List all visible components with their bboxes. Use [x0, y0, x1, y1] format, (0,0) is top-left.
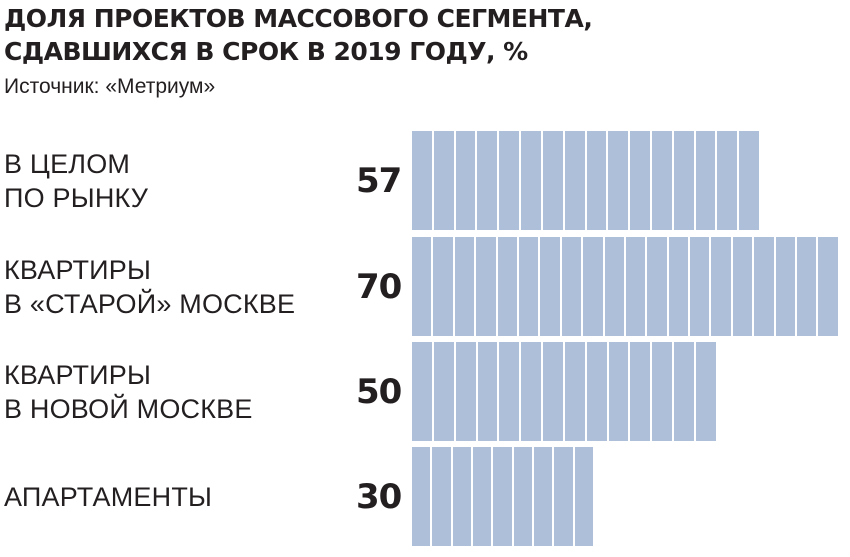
bar-segment	[775, 237, 798, 336]
category-label-line: ПО РЫНКУ	[4, 182, 149, 213]
category-label: АПАРТАМЕНТЫ	[4, 480, 212, 514]
bar-segment	[561, 237, 584, 336]
bar-segment	[477, 131, 500, 230]
bar-segment	[521, 131, 543, 230]
bar	[412, 237, 840, 336]
chart-source: Источник: «Метриум»	[4, 75, 216, 98]
bar-segment	[433, 342, 456, 441]
bar-segment	[652, 342, 675, 441]
bar-segment	[797, 237, 819, 336]
value-label: 57	[356, 160, 402, 201]
category-label: В ЦЕЛОМ ПО РЫНКУ	[4, 147, 148, 215]
bar-segment	[586, 342, 609, 441]
category-label: КВАРТИРЫ В «СТАРОЙ» МОСКВЕ	[4, 253, 295, 321]
bar-segment	[412, 447, 433, 546]
bar-segment	[690, 237, 712, 336]
bar-segment	[674, 342, 696, 441]
bar-segment	[499, 342, 522, 441]
category-label-line: КВАРТИРЫ	[4, 254, 152, 285]
bar-segment	[673, 131, 696, 230]
bar-segment	[455, 342, 478, 441]
bar-segment	[739, 131, 761, 230]
bar-segment	[625, 237, 648, 336]
bar-segment	[586, 131, 609, 230]
value-label: 30	[356, 476, 402, 517]
bar-segment	[540, 237, 562, 336]
bar-segment	[564, 342, 587, 441]
bar-segment	[651, 131, 674, 230]
chart-title: ДОЛЯ ПРОЕКТОВ МАССОВОГО СЕГМЕНТА, СДАВШИ…	[4, 2, 844, 68]
bar-segment	[455, 131, 478, 230]
bar-segment	[472, 447, 494, 546]
bar-segment	[717, 131, 740, 230]
bar-segment	[604, 237, 626, 336]
bar-segment	[543, 342, 565, 441]
category-label-line: В «СТАРОЙ» МОСКВЕ	[4, 288, 296, 319]
category-label: КВАРТИРЫ В НОВОЙ МОСКВЕ	[4, 358, 253, 426]
bar-segment	[412, 237, 434, 336]
bar-segment	[454, 237, 477, 336]
category-label-line: В ЦЕЛОМ	[4, 148, 131, 179]
bar-segment	[711, 237, 733, 336]
bar-segment	[476, 237, 498, 336]
bar-segment	[608, 342, 631, 441]
bar-segment	[630, 131, 652, 230]
bar-segment	[554, 447, 575, 546]
bar-segment	[542, 131, 565, 230]
bar-segment	[497, 237, 519, 336]
bar-segment	[518, 237, 541, 336]
bar	[412, 131, 761, 230]
category-label-line: АПАРТАМЕНТЫ	[4, 481, 213, 512]
bar-segment	[432, 447, 453, 546]
bar-segment	[818, 237, 840, 336]
bar	[412, 447, 595, 546]
bar-segment	[533, 447, 555, 546]
chart-title-line-2: СДАВШИХСЯ В СРОК В 2019 ГОДУ, %	[4, 37, 528, 66]
bar-segment	[452, 447, 473, 546]
bar-segment	[574, 447, 595, 546]
bar-segment	[732, 237, 755, 336]
bar-segment	[668, 237, 691, 336]
bar-segment	[477, 342, 500, 441]
bar-segment	[695, 131, 718, 230]
bar-segment	[695, 342, 718, 441]
bar-segment	[564, 131, 587, 230]
bar-segment	[493, 447, 514, 546]
category-label-line: КВАРТИРЫ	[4, 359, 152, 390]
bar-segment	[754, 237, 776, 336]
bar-segment	[412, 342, 434, 441]
bar	[412, 342, 718, 441]
bar-segment	[412, 131, 434, 230]
category-label-line: В НОВОЙ МОСКВЕ	[4, 393, 253, 424]
bar-segment	[513, 447, 534, 546]
bar-segment	[630, 342, 653, 441]
bar-segment	[647, 237, 669, 336]
value-label: 50	[356, 371, 402, 412]
value-label: 70	[356, 266, 402, 307]
bar-segment	[433, 131, 456, 230]
bar-segment	[433, 237, 455, 336]
bar-segment	[583, 237, 605, 336]
bar-segment	[499, 131, 522, 230]
bar-segment	[608, 131, 631, 230]
bar-segment	[521, 342, 544, 441]
chart-title-line-1: ДОЛЯ ПРОЕКТОВ МАССОВОГО СЕГМЕНТА,	[4, 4, 593, 33]
